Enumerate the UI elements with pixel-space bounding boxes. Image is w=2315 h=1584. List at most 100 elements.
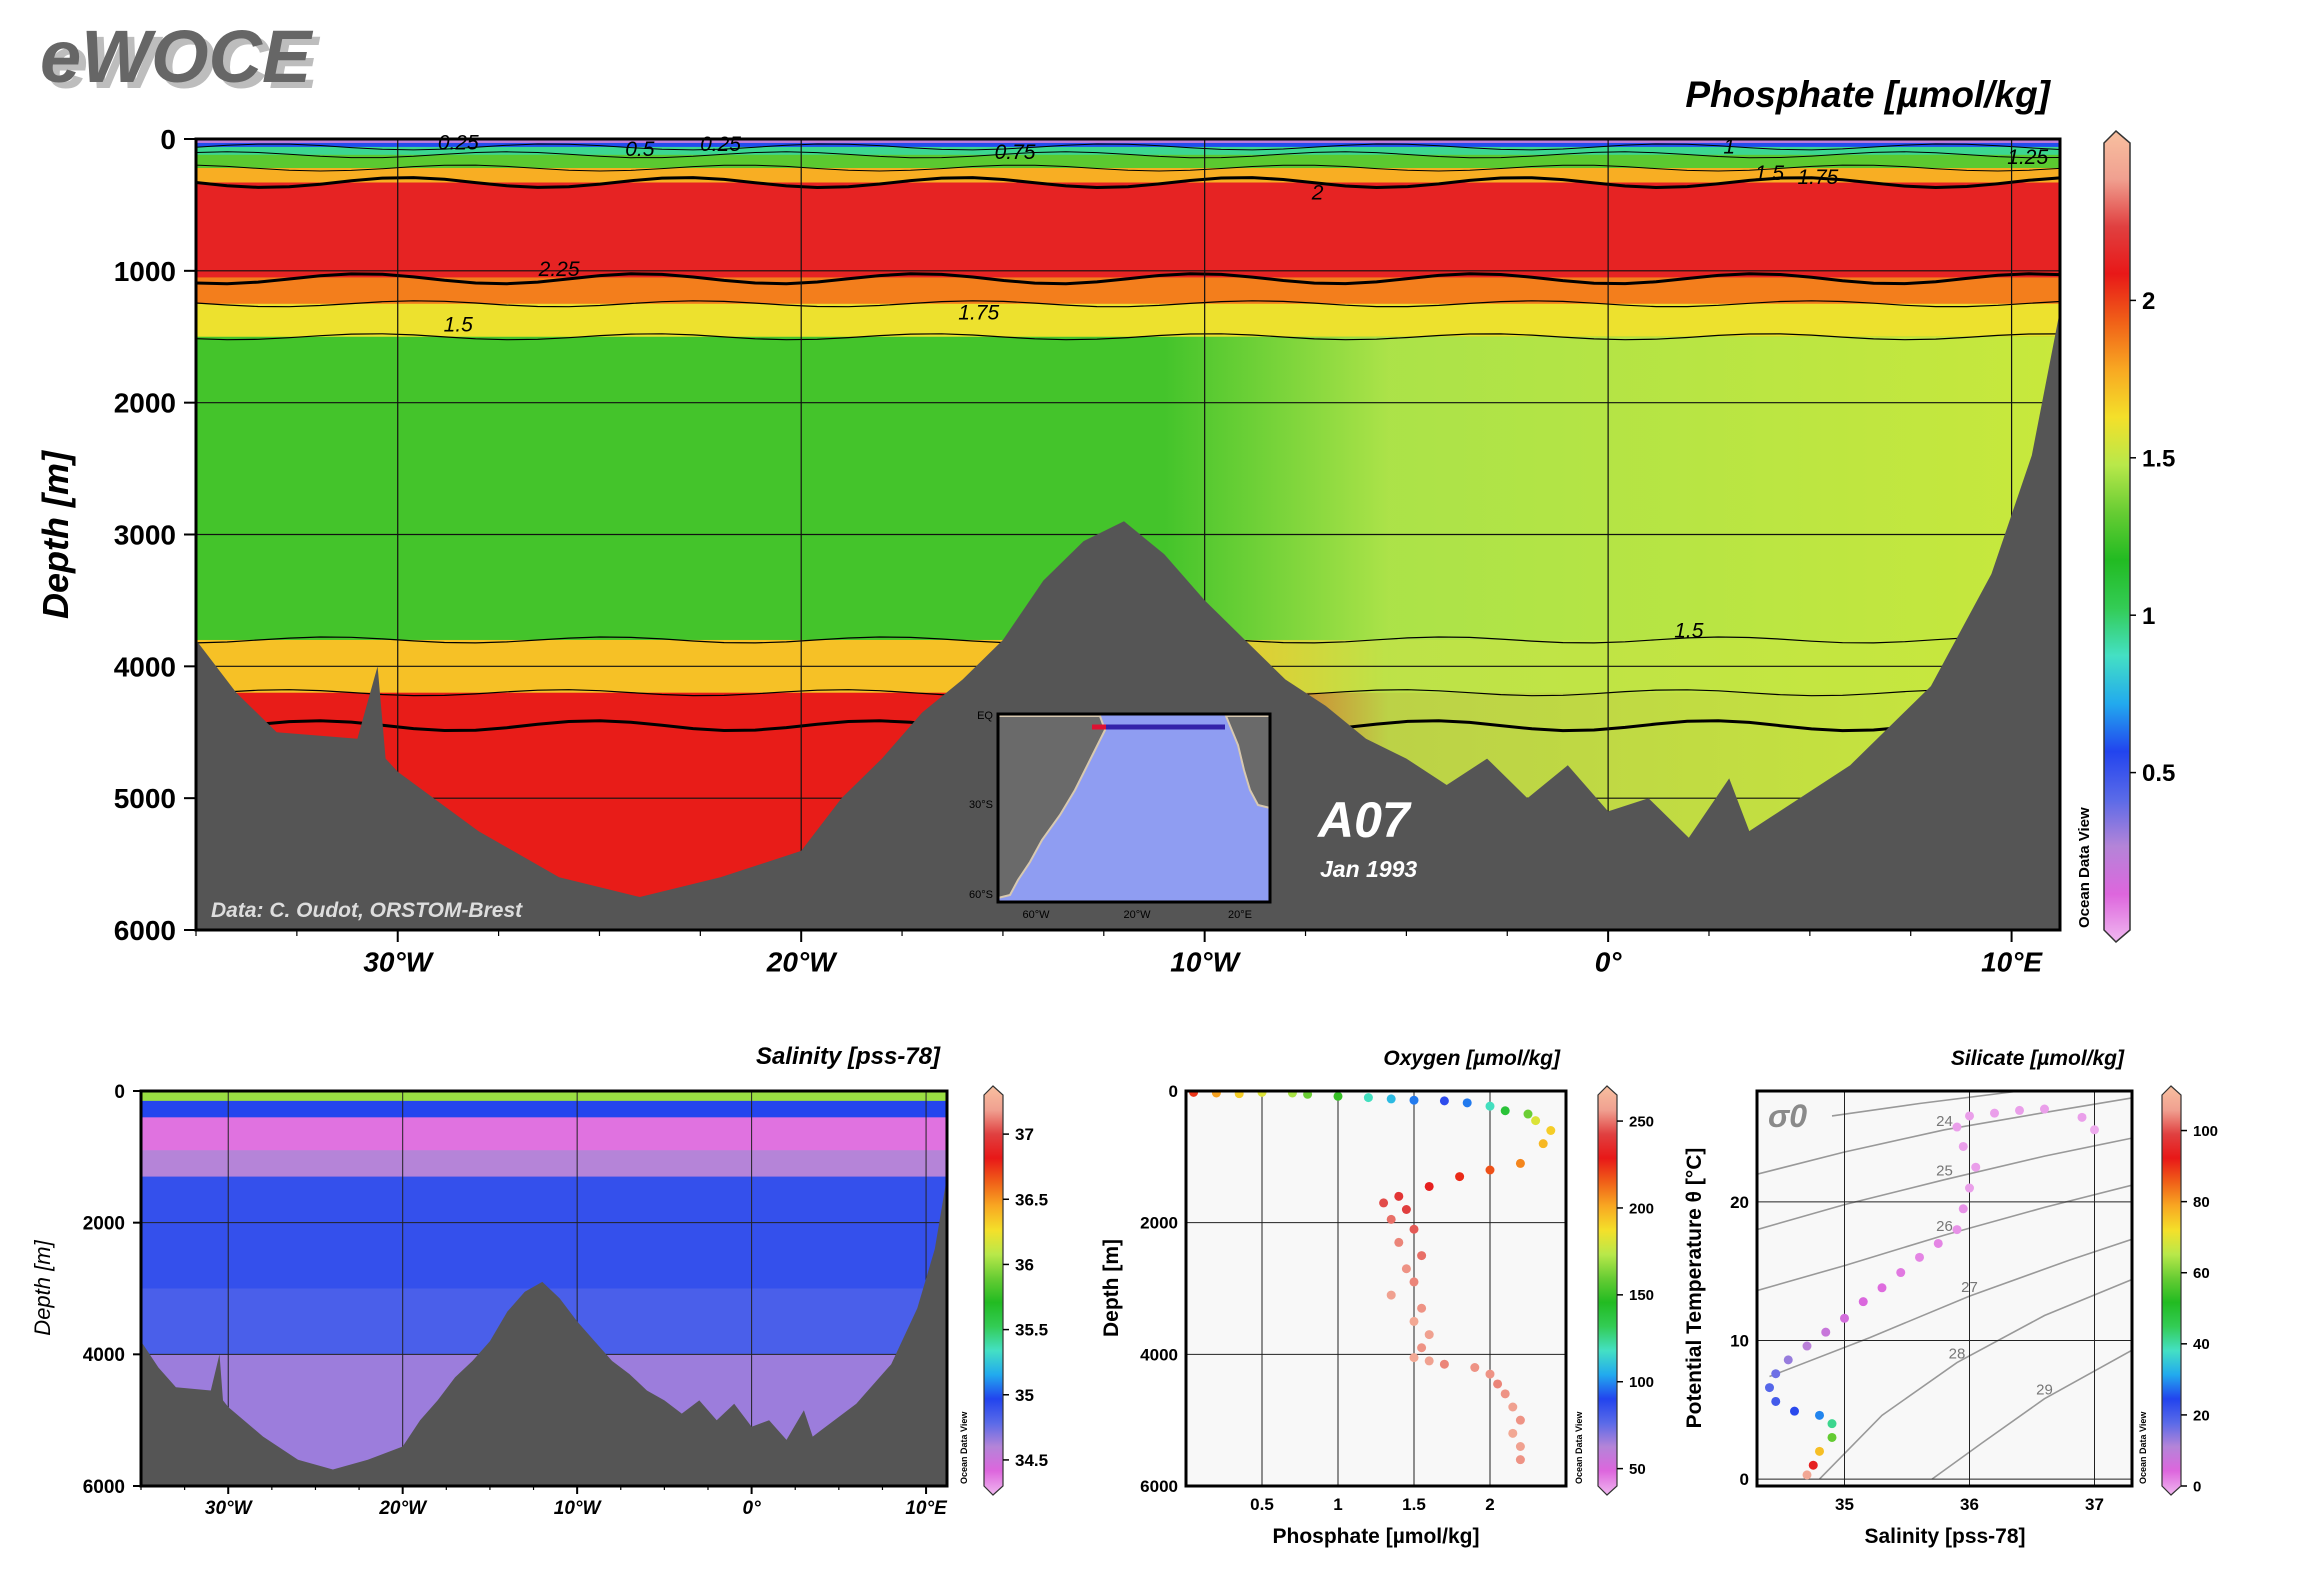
oxygen-point: [1508, 1428, 1518, 1438]
contour-label: 1.5: [1755, 162, 1785, 185]
oxygen-point: [1523, 1109, 1533, 1119]
ts-point: [1933, 1238, 1943, 1248]
colorbar-tick-label: 250: [1629, 1113, 1654, 1130]
ts-point: [1858, 1297, 1868, 1307]
contour-label: 1.5: [1674, 619, 1704, 642]
contour-label: 1.75: [958, 302, 999, 325]
salinity-colorbar: [983, 1085, 1004, 1496]
isopycnal-line: [1757, 1097, 2132, 1175]
oxygen-point: [1379, 1198, 1389, 1208]
ts-point: [2090, 1125, 2099, 1135]
isopycnal-label: 26: [1936, 1218, 1953, 1235]
oxygen-point: [1234, 1091, 1244, 1099]
contour-label: 0.5: [625, 138, 655, 161]
oxygen-point: [1409, 1095, 1419, 1105]
oxygen-point: [1515, 1415, 1525, 1425]
colorbar-tick-label: 50: [1629, 1461, 1646, 1478]
phosphate-ylabel: Depth [m]: [35, 450, 76, 619]
contour-label: 1.75: [1797, 166, 1838, 189]
oxygen-point: [1287, 1091, 1297, 1098]
x-tick-label: 36: [1960, 1495, 1979, 1514]
data-credit: Data: C. Oudot, ORSTOM-Brest: [211, 899, 523, 922]
phosphate-seafloor: [196, 310, 2060, 930]
contour-label: 1.5: [444, 314, 474, 337]
oxygen-point: [1409, 1277, 1419, 1287]
colorbar-tick-label: 0: [2193, 1478, 2201, 1495]
ts-point: [2015, 1105, 2024, 1115]
ts-point: [1965, 1111, 1974, 1121]
x-tick-label: 10°W: [1170, 946, 1241, 977]
isopycnal-label: 24: [1936, 1113, 1953, 1130]
y-tick-label: 2000: [114, 388, 176, 419]
contour-label: 1: [1723, 136, 1735, 159]
oxygen-point: [1211, 1091, 1221, 1098]
oxygen-point: [1424, 1181, 1434, 1191]
colour-band: [196, 182, 2060, 279]
y-tick-label: 0: [1169, 1082, 1178, 1101]
salinity-section-panel: Salinity [pss-78] 0 2000 4000 6000 30°W 20°W 1…: [30, 1043, 1048, 1519]
colorbar-tick-label: 40: [2193, 1336, 2210, 1353]
oxygen-point: [1417, 1303, 1427, 1313]
contour-line: [196, 151, 2060, 159]
colorbar-tick-label: 100: [1629, 1374, 1654, 1391]
x-tick-label: 0°: [1595, 946, 1623, 977]
colour-band: [141, 1117, 947, 1152]
salinity-frame: [139, 1089, 949, 1488]
oxygen-point: [1303, 1091, 1313, 1099]
x-tick-label: 30°W: [363, 946, 434, 977]
y-tick-label: 6000: [114, 915, 176, 946]
isopycnal-line: [1818, 1278, 2132, 1480]
contour-line: [196, 176, 2060, 190]
ts-point: [1952, 1122, 1962, 1132]
x-tick-label: 10°W: [554, 1498, 603, 1519]
colorbar-tick-label: 34.5: [1015, 1451, 1048, 1470]
colorbar-tick-label: 20: [2193, 1407, 2210, 1424]
ts-xlabel: Salinity [pss-78]: [1864, 1525, 2025, 1548]
ts-point: [1915, 1252, 1924, 1262]
ts-point: [1808, 1460, 1818, 1470]
oxygen-point: [1401, 1205, 1411, 1214]
colorbar-tick-label: 36: [1015, 1256, 1034, 1275]
oxygen-point: [1462, 1098, 1472, 1108]
oxygen-profile-panel: Oxygen [µmol/kg] 0.5 1 1.5 2 0 2000 4000 6000 P…: [1100, 1047, 1654, 1548]
colorbar-tick-label: 35: [1015, 1386, 1034, 1405]
isopycnal-line: [1757, 1184, 2132, 1292]
oxygen-point: [1363, 1093, 1373, 1103]
colour-band: [196, 277, 2060, 305]
ts-point: [1958, 1204, 1968, 1214]
x-tick-label: 35: [1835, 1495, 1854, 1514]
inset-lat-label: 30°S: [969, 799, 993, 811]
contour-label: 0.25: [438, 132, 479, 155]
isopycnal-label: 25: [1936, 1163, 1953, 1180]
y-tick-label: 5000: [114, 783, 176, 814]
colorbar-tick-label: 2: [2142, 288, 2155, 315]
inset-lon-label: 20°W: [1123, 909, 1151, 921]
oxygen-point: [1485, 1369, 1495, 1379]
salinity-title: Salinity [pss-78]: [756, 1043, 941, 1070]
x-tick-label: 1.5: [1402, 1495, 1426, 1514]
inset-map: EQ 30°S 60°S 60°W 20°W 20°E: [969, 710, 1272, 921]
contour-line: [196, 164, 2060, 172]
salinity-seafloor: [141, 1176, 947, 1486]
colorbar-tick-label: 35.5: [1015, 1321, 1048, 1340]
colorbar-tick-label: 150: [1629, 1287, 1654, 1304]
colour-band: [196, 168, 2060, 184]
oxygen-point: [1515, 1158, 1525, 1168]
oxygen-point: [1546, 1126, 1556, 1135]
oxygen-point: [1409, 1224, 1419, 1234]
isopycnal-line: [1931, 1349, 2132, 1480]
oxygen-point: [1439, 1359, 1449, 1369]
ts-point: [1958, 1141, 1968, 1151]
isopycnal-label: 23: [2011, 1074, 2028, 1091]
colour-band: [141, 1100, 947, 1119]
ts-point: [1765, 1383, 1774, 1393]
ts-point: [2077, 1112, 2087, 1122]
isopycnal-label: 28: [1949, 1346, 1966, 1363]
ts-point: [1840, 1313, 1849, 1323]
y-tick-label: 2000: [83, 1214, 125, 1235]
colorbar-tick-label: 60: [2193, 1265, 2210, 1282]
y-tick-label: 6000: [1140, 1477, 1178, 1496]
oxygen-point: [1417, 1251, 1427, 1261]
